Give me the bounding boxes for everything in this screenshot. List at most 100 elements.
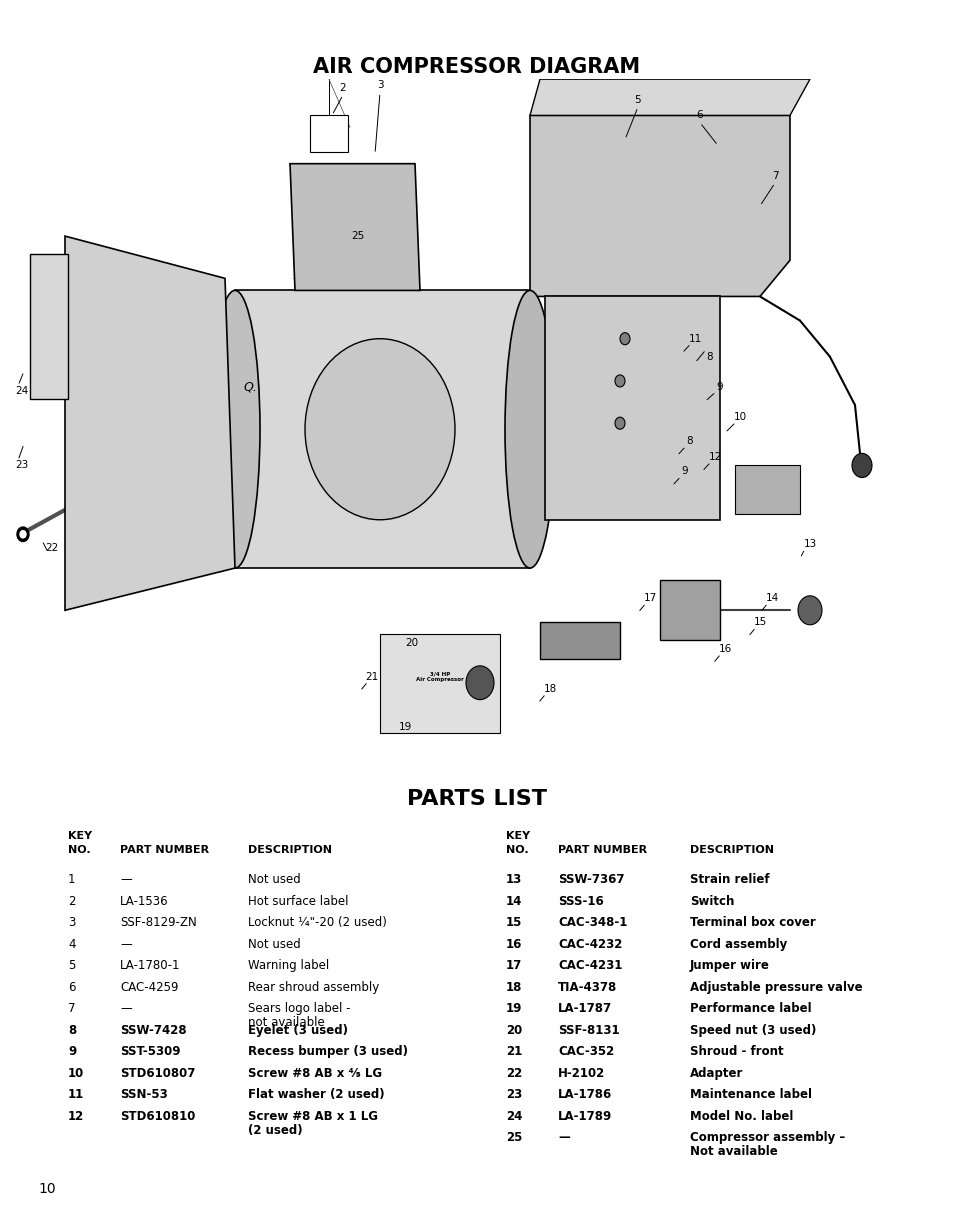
Text: 21: 21 xyxy=(505,1045,521,1058)
Text: 8: 8 xyxy=(686,436,693,446)
Text: 7: 7 xyxy=(68,1002,75,1016)
Text: 25: 25 xyxy=(505,1132,522,1144)
Text: SSW-7428: SSW-7428 xyxy=(120,1024,187,1037)
Circle shape xyxy=(797,596,821,625)
Text: Sears logo label -: Sears logo label - xyxy=(248,1002,350,1016)
Text: 10: 10 xyxy=(38,1181,55,1196)
Text: Locknut ¼"-20 (2 used): Locknut ¼"-20 (2 used) xyxy=(248,916,387,929)
Text: 24: 24 xyxy=(505,1110,522,1123)
Text: Not used: Not used xyxy=(248,938,300,951)
Text: STD610807: STD610807 xyxy=(120,1067,195,1079)
Text: PART NUMBER: PART NUMBER xyxy=(120,845,209,855)
Text: 2: 2 xyxy=(68,895,75,907)
Text: 1: 1 xyxy=(68,873,75,887)
Text: 25: 25 xyxy=(351,231,364,241)
Text: Flat washer (2 used): Flat washer (2 used) xyxy=(248,1088,384,1101)
Text: NO.: NO. xyxy=(505,845,528,855)
Text: Q.: Q. xyxy=(243,380,256,393)
Text: 17: 17 xyxy=(505,960,521,972)
Text: Jumper wire: Jumper wire xyxy=(689,960,769,972)
Text: SSF-8131: SSF-8131 xyxy=(558,1024,619,1037)
Text: 5: 5 xyxy=(634,95,640,105)
Text: 11: 11 xyxy=(688,334,700,343)
Text: 15: 15 xyxy=(753,618,766,627)
Text: 16: 16 xyxy=(718,644,731,654)
Text: 7: 7 xyxy=(771,171,778,180)
Text: Rear shroud assembly: Rear shroud assembly xyxy=(248,980,379,994)
Text: 10: 10 xyxy=(733,412,746,423)
Text: —: — xyxy=(120,873,132,887)
Text: LA-1780-1: LA-1780-1 xyxy=(120,960,180,972)
Polygon shape xyxy=(234,290,530,568)
Text: DESCRIPTION: DESCRIPTION xyxy=(689,845,773,855)
Text: TIA-4378: TIA-4378 xyxy=(558,980,617,994)
Text: Hot surface label: Hot surface label xyxy=(248,895,348,907)
Text: CAC-4232: CAC-4232 xyxy=(558,938,621,951)
Text: CAC-4259: CAC-4259 xyxy=(120,980,178,994)
Text: PARTS LIST: PARTS LIST xyxy=(407,789,546,809)
Polygon shape xyxy=(530,79,809,116)
Text: (2 used): (2 used) xyxy=(248,1124,302,1136)
Text: LA-1789: LA-1789 xyxy=(558,1110,612,1123)
Text: 8: 8 xyxy=(706,352,713,362)
Text: 19: 19 xyxy=(505,1002,522,1016)
Circle shape xyxy=(615,375,624,387)
Circle shape xyxy=(20,531,26,538)
Text: Strain relief: Strain relief xyxy=(689,873,769,887)
Text: LA-1536: LA-1536 xyxy=(120,895,169,907)
Polygon shape xyxy=(379,635,499,733)
Text: Terminal box cover: Terminal box cover xyxy=(689,916,815,929)
Text: 20: 20 xyxy=(405,638,418,648)
Text: 6: 6 xyxy=(68,980,75,994)
Text: Not used: Not used xyxy=(248,873,300,887)
Text: 17: 17 xyxy=(642,593,656,603)
Text: PART NUMBER: PART NUMBER xyxy=(558,845,646,855)
Text: Speed nut (3 used): Speed nut (3 used) xyxy=(689,1024,816,1037)
Text: 6: 6 xyxy=(696,111,702,121)
Text: Compressor assembly –: Compressor assembly – xyxy=(689,1132,844,1144)
Text: Screw #8 AB x ⅘ LG: Screw #8 AB x ⅘ LG xyxy=(248,1067,382,1079)
Ellipse shape xyxy=(305,339,455,520)
Text: LA-1787: LA-1787 xyxy=(558,1002,612,1016)
Text: Screw #8 AB x 1 LG: Screw #8 AB x 1 LG xyxy=(248,1110,377,1123)
Text: CAC-4231: CAC-4231 xyxy=(558,960,621,972)
Text: CAC-348-1: CAC-348-1 xyxy=(558,916,627,929)
Text: Recess bumper (3 used): Recess bumper (3 used) xyxy=(248,1045,408,1058)
Text: Warning label: Warning label xyxy=(248,960,329,972)
Ellipse shape xyxy=(504,290,555,568)
Text: Adapter: Adapter xyxy=(689,1067,742,1079)
Text: 15: 15 xyxy=(505,916,522,929)
Text: —: — xyxy=(120,1002,132,1016)
Text: 21: 21 xyxy=(365,671,378,682)
Text: SSN-53: SSN-53 xyxy=(120,1088,168,1101)
Text: SSF-8129-ZN: SSF-8129-ZN xyxy=(120,916,196,929)
Text: CAC-352: CAC-352 xyxy=(558,1045,614,1058)
Text: 9: 9 xyxy=(681,466,688,476)
Circle shape xyxy=(17,527,29,542)
Text: 4: 4 xyxy=(68,938,75,951)
Text: KEY: KEY xyxy=(505,831,530,842)
Text: 23: 23 xyxy=(15,460,29,470)
Text: Adjustable pressure valve: Adjustable pressure valve xyxy=(689,980,862,994)
Text: Eyelet (3 used): Eyelet (3 used) xyxy=(248,1024,348,1037)
Text: 9: 9 xyxy=(716,382,722,392)
Text: 22: 22 xyxy=(505,1067,521,1079)
Polygon shape xyxy=(290,163,419,290)
Text: 3: 3 xyxy=(376,80,383,90)
Text: SSS-16: SSS-16 xyxy=(558,895,603,907)
Text: 2: 2 xyxy=(339,83,346,93)
Text: Shroud - front: Shroud - front xyxy=(689,1045,782,1058)
Text: 14: 14 xyxy=(505,895,522,907)
Polygon shape xyxy=(530,116,789,296)
Text: 16: 16 xyxy=(505,938,522,951)
Polygon shape xyxy=(30,255,68,400)
Text: 9: 9 xyxy=(68,1045,76,1058)
Text: —: — xyxy=(558,1132,569,1144)
Text: 22: 22 xyxy=(46,542,58,553)
Circle shape xyxy=(851,453,871,477)
Text: 8: 8 xyxy=(68,1024,76,1037)
Text: 14: 14 xyxy=(764,593,778,603)
Text: SST-5309: SST-5309 xyxy=(120,1045,180,1058)
Text: 3: 3 xyxy=(68,916,75,929)
Text: Not available: Not available xyxy=(689,1145,777,1158)
